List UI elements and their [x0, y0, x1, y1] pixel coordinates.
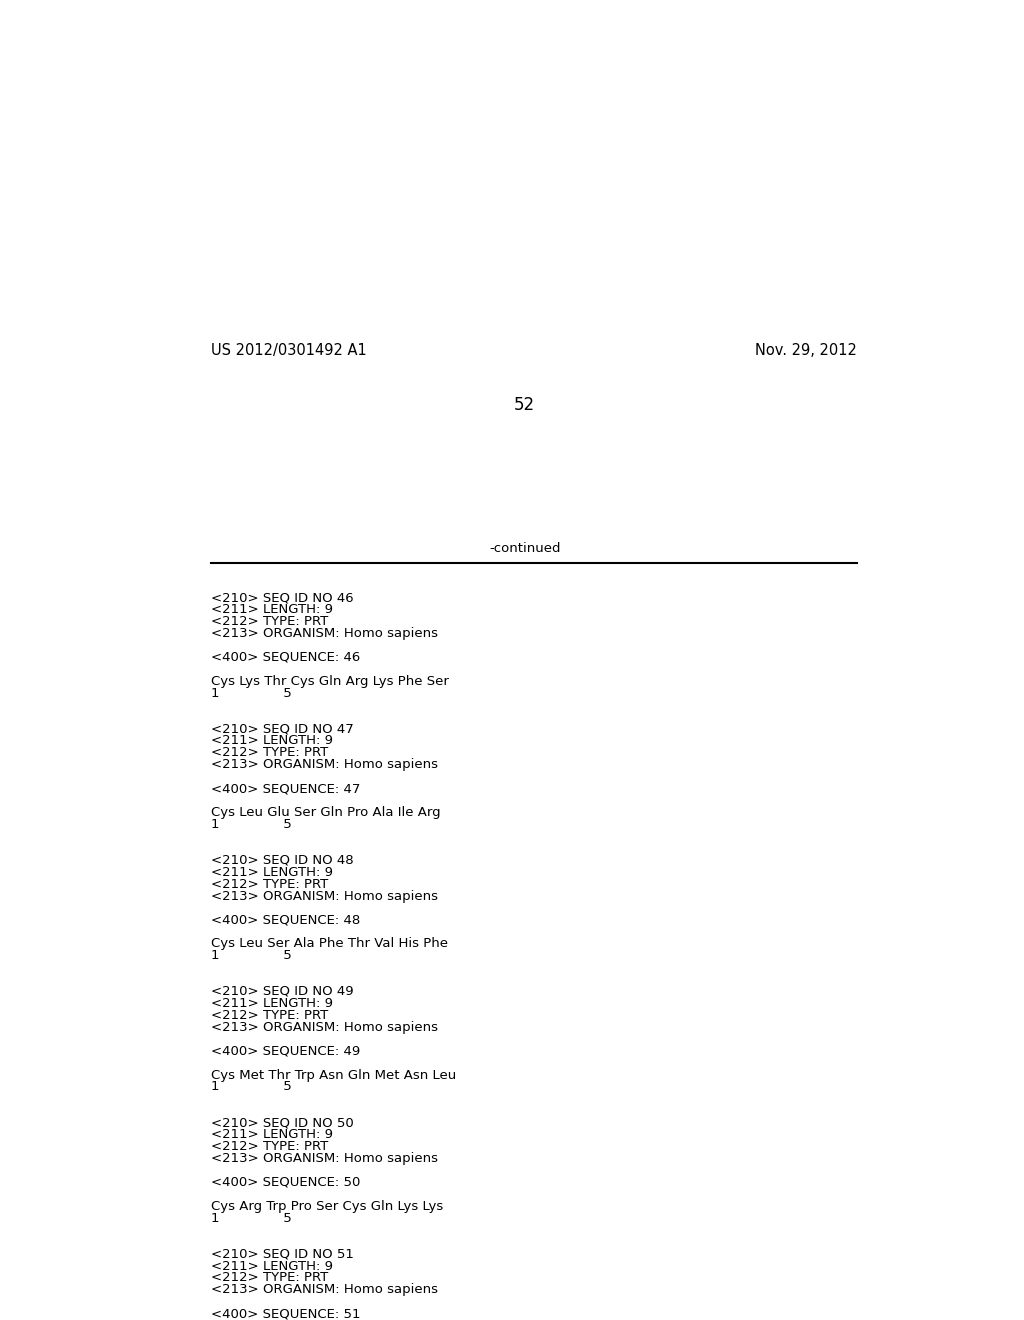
- Text: <400> SEQUENCE: 47: <400> SEQUENCE: 47: [211, 781, 360, 795]
- Text: <400> SEQUENCE: 49: <400> SEQUENCE: 49: [211, 1044, 360, 1057]
- Text: <212> TYPE: PRT: <212> TYPE: PRT: [211, 746, 328, 759]
- Text: <210> SEQ ID NO 47: <210> SEQ ID NO 47: [211, 722, 353, 735]
- Text: Cys Leu Ser Ala Phe Thr Val His Phe: Cys Leu Ser Ala Phe Thr Val His Phe: [211, 937, 447, 950]
- Text: <211> LENGTH: 9: <211> LENGTH: 9: [211, 866, 333, 879]
- Text: <213> ORGANISM: Homo sapiens: <213> ORGANISM: Homo sapiens: [211, 1283, 438, 1296]
- Text: Cys Met Thr Trp Asn Gln Met Asn Leu: Cys Met Thr Trp Asn Gln Met Asn Leu: [211, 1069, 456, 1081]
- Text: Cys Arg Trp Pro Ser Cys Gln Lys Lys: Cys Arg Trp Pro Ser Cys Gln Lys Lys: [211, 1200, 443, 1213]
- Text: 52: 52: [514, 396, 536, 413]
- Text: <210> SEQ ID NO 50: <210> SEQ ID NO 50: [211, 1117, 353, 1130]
- Text: <212> TYPE: PRT: <212> TYPE: PRT: [211, 1271, 328, 1284]
- Text: <400> SEQUENCE: 48: <400> SEQUENCE: 48: [211, 913, 360, 927]
- Text: 1               5: 1 5: [211, 818, 292, 830]
- Text: <211> LENGTH: 9: <211> LENGTH: 9: [211, 997, 333, 1010]
- Text: <211> LENGTH: 9: <211> LENGTH: 9: [211, 1129, 333, 1142]
- Text: <212> TYPE: PRT: <212> TYPE: PRT: [211, 878, 328, 891]
- Text: -continued: -continued: [489, 543, 560, 554]
- Text: <211> LENGTH: 9: <211> LENGTH: 9: [211, 734, 333, 747]
- Text: <211> LENGTH: 9: <211> LENGTH: 9: [211, 1259, 333, 1272]
- Text: 1               5: 1 5: [211, 949, 292, 962]
- Text: <213> ORGANISM: Homo sapiens: <213> ORGANISM: Homo sapiens: [211, 890, 438, 903]
- Text: <213> ORGANISM: Homo sapiens: <213> ORGANISM: Homo sapiens: [211, 1152, 438, 1166]
- Text: 1               5: 1 5: [211, 1212, 292, 1225]
- Text: <210> SEQ ID NO 48: <210> SEQ ID NO 48: [211, 854, 353, 867]
- Text: <210> SEQ ID NO 51: <210> SEQ ID NO 51: [211, 1247, 354, 1261]
- Text: <213> ORGANISM: Homo sapiens: <213> ORGANISM: Homo sapiens: [211, 758, 438, 771]
- Text: <213> ORGANISM: Homo sapiens: <213> ORGANISM: Homo sapiens: [211, 627, 438, 640]
- Text: <213> ORGANISM: Homo sapiens: <213> ORGANISM: Homo sapiens: [211, 1020, 438, 1034]
- Text: <212> TYPE: PRT: <212> TYPE: PRT: [211, 1008, 328, 1022]
- Text: 1               5: 1 5: [211, 1081, 292, 1093]
- Text: <400> SEQUENCE: 46: <400> SEQUENCE: 46: [211, 651, 360, 664]
- Text: <210> SEQ ID NO 49: <210> SEQ ID NO 49: [211, 985, 353, 998]
- Text: <211> LENGTH: 9: <211> LENGTH: 9: [211, 603, 333, 616]
- Text: US 2012/0301492 A1: US 2012/0301492 A1: [211, 343, 367, 358]
- Text: 1               5: 1 5: [211, 686, 292, 700]
- Text: Nov. 29, 2012: Nov. 29, 2012: [755, 343, 856, 358]
- Text: <400> SEQUENCE: 50: <400> SEQUENCE: 50: [211, 1176, 360, 1189]
- Text: <212> TYPE: PRT: <212> TYPE: PRT: [211, 615, 328, 628]
- Text: <212> TYPE: PRT: <212> TYPE: PRT: [211, 1140, 328, 1154]
- Text: Cys Leu Glu Ser Gln Pro Ala Ile Arg: Cys Leu Glu Ser Gln Pro Ala Ile Arg: [211, 807, 440, 818]
- Text: Cys Lys Thr Cys Gln Arg Lys Phe Ser: Cys Lys Thr Cys Gln Arg Lys Phe Ser: [211, 675, 449, 688]
- Text: <210> SEQ ID NO 46: <210> SEQ ID NO 46: [211, 591, 353, 605]
- Text: <400> SEQUENCE: 51: <400> SEQUENCE: 51: [211, 1307, 360, 1320]
